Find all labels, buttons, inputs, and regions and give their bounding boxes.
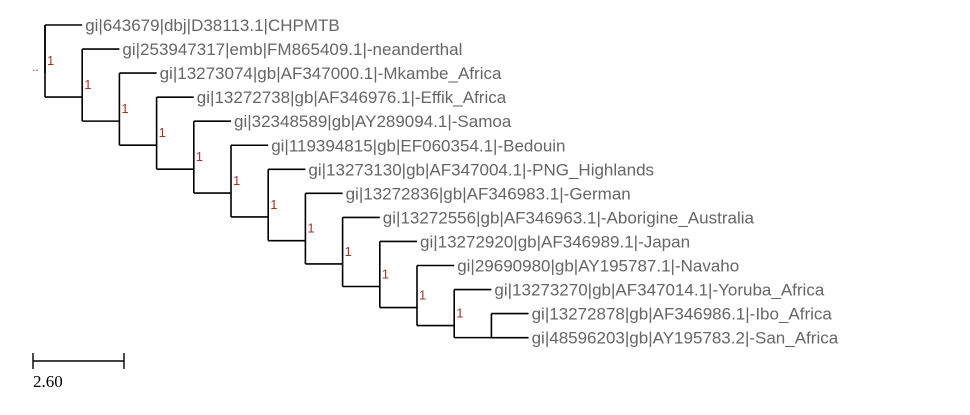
- leaf-label: gi|643679|dbj|D38113.1|CHPMTB: [85, 16, 340, 35]
- support-value: 1: [270, 197, 277, 212]
- support-value: 1: [196, 149, 203, 164]
- leaf-label: gi|13272738|gb|AF346976.1|-Effik_Africa: [197, 88, 507, 107]
- support-value: 1: [47, 53, 54, 68]
- support-value: 1: [121, 101, 128, 116]
- support-values: 1 1 1 1 1 1 1 1 1 1 1 1: [47, 53, 463, 321]
- leaf-label: gi|48596203|gb|AY195783.2|-San_Africa: [532, 329, 839, 348]
- tree-branches: [44, 24, 529, 339]
- support-value: 1: [382, 266, 389, 281]
- support-value: 1: [345, 244, 352, 259]
- support-value: 1: [419, 288, 426, 303]
- leaf-label: gi|119394815|gb|EF060354.1|-Bedouin: [271, 136, 565, 155]
- leaf-label: gi|253947317|emb|FM865409.1|-neanderthal: [122, 40, 462, 59]
- support-value: 1: [84, 77, 91, 92]
- leaf-label: gi|13272836|gb|AF346983.1|-German: [346, 184, 631, 203]
- leaf-label: gi|13273130|gb|AF347004.1|-PNG_Highlands: [308, 160, 654, 179]
- leaf-label: gi|13273074|gb|AF347000.1|-Mkambe_Africa: [160, 64, 502, 83]
- scale-bar: 2.60: [32, 353, 125, 391]
- support-value: 1: [307, 221, 314, 236]
- leaf-label: gi|29690980|gb|AY195787.1|-Navaho: [457, 257, 739, 276]
- support-value: 1: [233, 173, 240, 188]
- leaf-label: gi|13272920|gb|AF346989.1|-Japan: [420, 232, 690, 251]
- leaf-label: gi|13273270|gb|AF347014.1|-Yoruba_Africa: [494, 281, 824, 300]
- leaf-label: gi|13272556|gb|AF346963.1|-Aborigine_Aus…: [383, 208, 755, 227]
- support-value: 1: [456, 306, 463, 321]
- leaf-labels: gi|643679|dbj|D38113.1|CHPMTB gi|25394731…: [85, 16, 839, 348]
- leaf-label: gi|13272878|gb|AF346986.1|-Ibo_Africa: [532, 305, 833, 324]
- root-marker: ..: [32, 60, 39, 74]
- support-value: 1: [159, 125, 166, 140]
- scale-bar-label: 2.60: [33, 372, 63, 391]
- leaf-label: gi|32348589|gb|AY289094.1|-Samoa: [234, 112, 512, 131]
